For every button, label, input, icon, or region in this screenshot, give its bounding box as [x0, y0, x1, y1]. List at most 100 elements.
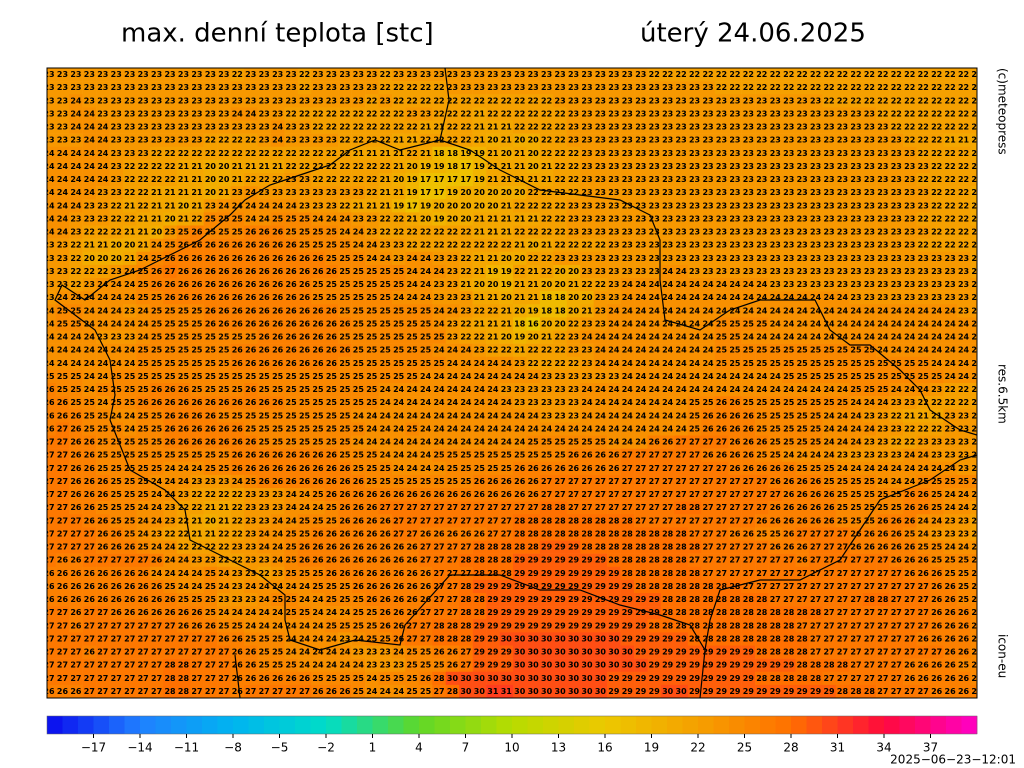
cell-value: 21 [514, 162, 526, 171]
cell-value: 26 [326, 319, 338, 328]
cell-value: 23 [622, 175, 633, 184]
cell-value: 22 [555, 123, 566, 132]
cell-value: 23 [622, 241, 633, 250]
cell-value: 23 [877, 162, 888, 171]
cell-value: 22 [581, 241, 592, 250]
cell-value: 19 [420, 201, 432, 210]
cell-value: 23 [595, 306, 606, 315]
cell-value: 24 [111, 280, 123, 289]
cell-value: 23 [945, 254, 956, 263]
cell-value: 22 [474, 96, 485, 105]
cell-value: 25 [218, 228, 230, 237]
cell-value: 23 [474, 83, 485, 92]
cell-value: 23 [151, 109, 162, 118]
cell-value: 23 [70, 214, 81, 223]
cell-value: 24 [676, 267, 688, 276]
cell-value: 23 [635, 214, 646, 223]
cell-value: 24 [43, 149, 55, 158]
cell-value: 26 [339, 346, 351, 355]
cell-value: 23 [595, 293, 606, 302]
cell-value: 25 [232, 333, 244, 342]
cell-value: 22 [528, 201, 539, 210]
cell-value: 24 [474, 359, 486, 368]
cell-value: 23 [353, 83, 364, 92]
cell [755, 81, 769, 95]
cell-value: 23 [958, 293, 969, 302]
cell [203, 94, 218, 108]
cell-value: 23 [864, 109, 875, 118]
cell-value: 25 [326, 280, 338, 289]
cell-value: 20 [218, 175, 230, 184]
cell-value: 21 [245, 162, 257, 171]
cell-value: 22 [918, 175, 929, 184]
cell-value: 22 [783, 70, 794, 79]
cell-value: 22 [528, 188, 539, 197]
cell-value: 23 [797, 188, 808, 197]
cell-value: 26 [272, 306, 284, 315]
cell-value: 23 [595, 214, 606, 223]
cell-value: 22 [541, 188, 552, 197]
cell-value: 23 [312, 201, 323, 210]
cell-value: 21 [474, 254, 486, 263]
cell-value: 23 [823, 267, 834, 276]
cell-value: 20 [501, 149, 513, 158]
cell-value: 25 [366, 359, 378, 368]
cell-value: 24 [676, 346, 688, 355]
cell [109, 81, 124, 95]
cell-value: 23 [850, 280, 861, 289]
cell-value: 24 [877, 346, 889, 355]
cell-value: 23 [837, 241, 848, 250]
cell-value: 22 [716, 70, 727, 79]
cell [190, 81, 204, 95]
cell-value: 23 [622, 136, 633, 145]
cell-value: 23 [904, 162, 915, 171]
cell-value: 24 [608, 319, 620, 328]
cell-value: 20 [555, 280, 567, 289]
cell-value: 26 [272, 267, 284, 276]
cell-value: 22 [904, 70, 915, 79]
cell-value: 24 [84, 162, 96, 171]
cell-value: 25 [138, 280, 150, 289]
cell-value: 24 [366, 241, 378, 250]
cell-value: 23 [97, 188, 108, 197]
cell [230, 68, 245, 82]
cell-value: 21 [501, 123, 513, 132]
cell-value: 23 [823, 201, 834, 210]
cell-value: 22 [945, 188, 956, 197]
cell-value: 24 [676, 333, 688, 342]
cell-value: 23 [891, 254, 902, 263]
cell-value: 23 [447, 83, 458, 92]
cell-value: 25 [218, 346, 230, 355]
cell-value: 23 [43, 70, 54, 79]
cell [553, 81, 568, 95]
cell-value: 24 [84, 175, 96, 184]
cell-value: 26 [259, 306, 271, 315]
cell-value: 23 [259, 96, 270, 105]
cell-value: 23 [407, 109, 418, 118]
cell-value: 23 [864, 201, 875, 210]
cell-value: 23 [353, 188, 364, 197]
cell-value: 25 [864, 359, 876, 368]
cell-value: 23 [783, 188, 794, 197]
model: icon-eu [996, 634, 1010, 678]
cell-value: 23 [770, 175, 781, 184]
cell-value: 19 [528, 306, 540, 315]
cell-value: 24 [407, 280, 419, 289]
cell-value: 23 [622, 123, 633, 132]
cell-value: 24 [702, 333, 714, 342]
cell-value: 22 [259, 149, 270, 158]
cell [190, 68, 204, 82]
cell-value: 23 [245, 96, 256, 105]
cell-value: 23 [57, 123, 68, 132]
cell-value: 26 [232, 306, 244, 315]
cell-value: 24 [138, 319, 150, 328]
cell-value: 25 [420, 359, 432, 368]
cell-value: 22 [514, 96, 525, 105]
cell-value: 26 [218, 241, 230, 250]
cell [459, 68, 473, 82]
cell-value: 23 [339, 188, 350, 197]
cell-value: 21 [501, 319, 513, 328]
cell-value: 23 [649, 136, 660, 145]
cell-value: 21 [138, 214, 150, 223]
cell-value: 23 [649, 175, 660, 184]
